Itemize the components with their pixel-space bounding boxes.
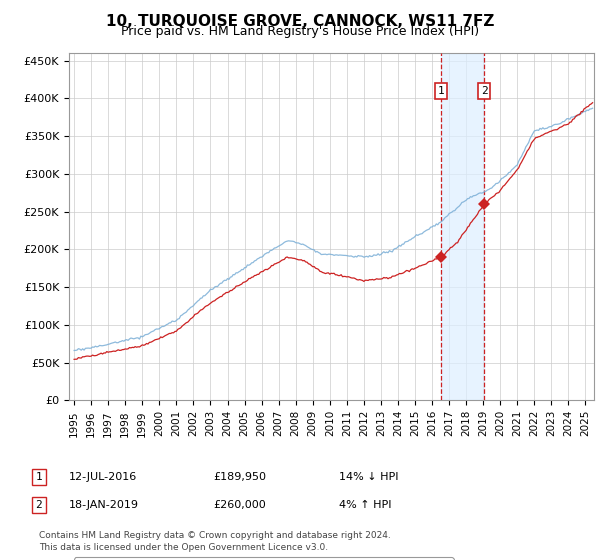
Text: 1: 1 [35,472,43,482]
Text: 1: 1 [438,86,445,96]
Legend: 10, TURQUOISE GROVE, CANNOCK, WS11 7FZ (detached house), HPI: Average price, det: 10, TURQUOISE GROVE, CANNOCK, WS11 7FZ (… [74,557,454,560]
Text: 14% ↓ HPI: 14% ↓ HPI [339,472,398,482]
Text: 2: 2 [35,500,43,510]
Text: £189,950: £189,950 [213,472,266,482]
Text: Price paid vs. HM Land Registry's House Price Index (HPI): Price paid vs. HM Land Registry's House … [121,25,479,38]
Bar [441,53,484,400]
Text: £260,000: £260,000 [213,500,266,510]
Text: 18-JAN-2019: 18-JAN-2019 [69,500,139,510]
Text: 4% ↑ HPI: 4% ↑ HPI [339,500,391,510]
Text: 2: 2 [481,86,487,96]
Text: Contains HM Land Registry data © Crown copyright and database right 2024.
This d: Contains HM Land Registry data © Crown c… [39,531,391,552]
Text: 12-JUL-2016: 12-JUL-2016 [69,472,137,482]
Text: 10, TURQUOISE GROVE, CANNOCK, WS11 7FZ: 10, TURQUOISE GROVE, CANNOCK, WS11 7FZ [106,14,494,29]
